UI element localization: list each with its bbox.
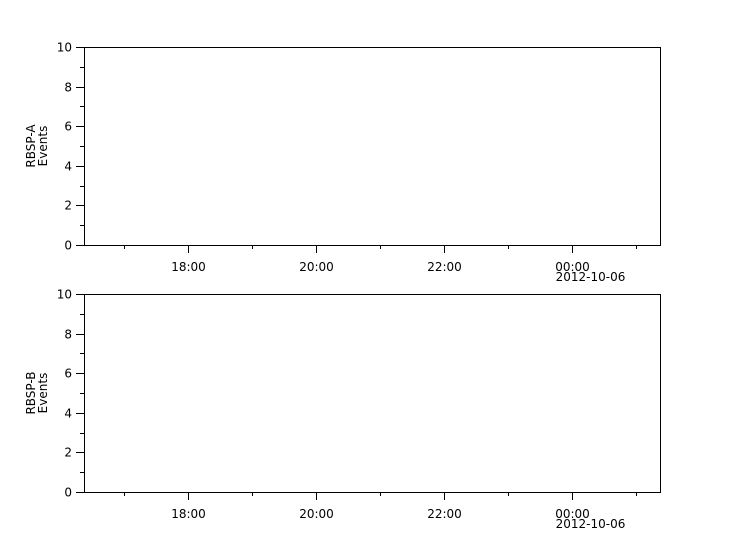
plot-frame <box>84 294 661 493</box>
y-tick-label: 4 <box>64 160 72 174</box>
y-tick-label: 8 <box>64 328 72 342</box>
y-axis-label: RBSP-A <box>24 124 38 168</box>
y-tick-label: 0 <box>64 239 72 253</box>
x-tick-label: 18:00 <box>171 507 206 521</box>
plot-frame <box>84 47 661 246</box>
y-tick-label: 6 <box>64 120 72 134</box>
y-axis-label: RBSP-B <box>24 371 38 414</box>
y-tick-label: 2 <box>64 199 72 213</box>
y-tick-label: 6 <box>64 367 72 381</box>
y-tick-label: 10 <box>57 288 72 302</box>
x-tick-label: 22:00 <box>427 507 462 521</box>
x-tick-label: 20:00 <box>299 507 334 521</box>
y-tick-label: 8 <box>64 81 72 95</box>
y-axis-label: Events <box>36 373 50 414</box>
x-tick-label: 00:00 <box>555 260 590 274</box>
x-date-label: 2012-10-06 <box>556 517 626 531</box>
x-tick-label: 18:00 <box>171 260 206 274</box>
y-tick-label: 2 <box>64 446 72 460</box>
x-tick-label: 20:00 <box>299 260 334 274</box>
x-tick-label: 22:00 <box>427 260 462 274</box>
y-tick-label: 10 <box>57 41 72 55</box>
x-tick-label: 00:00 <box>555 507 590 521</box>
y-tick-label: 0 <box>64 486 72 500</box>
y-tick-label: 4 <box>64 407 72 421</box>
y-axis-label: Events <box>36 126 50 167</box>
x-date-label: 2012-10-06 <box>556 270 626 284</box>
